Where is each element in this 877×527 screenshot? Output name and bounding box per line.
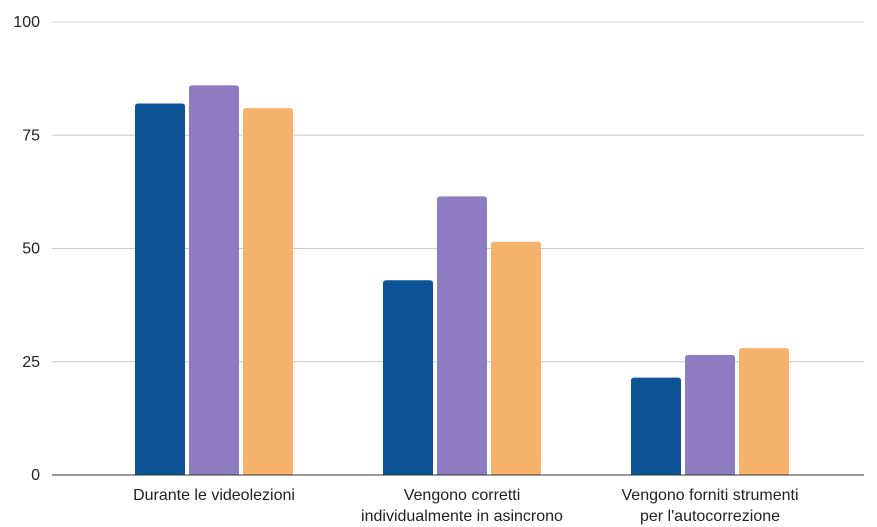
x-category-label: Vengono forniti strumenti per l'autocorre… bbox=[622, 487, 799, 525]
x-axis-labels: Durante le videolezioni Vengono corretti i… bbox=[133, 487, 798, 525]
x-category-label-line: Vengono corretti bbox=[404, 487, 521, 504]
bar-2-series-1 bbox=[383, 280, 433, 475]
bar-3-series-1 bbox=[631, 377, 681, 475]
bars bbox=[135, 85, 789, 476]
y-axis-ticks: 0 25 50 75 100 bbox=[13, 14, 40, 484]
x-category-label-line: individualmente in asincrono bbox=[361, 508, 563, 525]
bar-3-series-3 bbox=[739, 348, 789, 475]
y-tick-label: 100 bbox=[13, 14, 40, 31]
y-tick-label: 75 bbox=[22, 127, 40, 144]
x-category-label-line: Durante le videolezioni bbox=[133, 487, 295, 504]
bar-2-series-2 bbox=[437, 196, 487, 475]
x-category-label: Durante le videolezioni bbox=[133, 487, 295, 504]
bar-1-series-1 bbox=[135, 103, 185, 475]
y-tick-label: 0 bbox=[31, 467, 40, 484]
bar-1-series-3 bbox=[243, 108, 293, 475]
y-tick-label: 50 bbox=[22, 241, 40, 258]
bar-3-series-2 bbox=[685, 354, 735, 475]
x-category-label: Vengono corretti individualmente in asinc… bbox=[361, 487, 563, 525]
bar-2-series-3 bbox=[491, 241, 541, 475]
x-category-label-line: Vengono forniti strumenti bbox=[622, 487, 799, 504]
y-tick-label: 25 bbox=[22, 354, 40, 371]
x-category-label-line: per l'autocorrezione bbox=[640, 508, 780, 525]
bar-1-series-2 bbox=[189, 85, 239, 476]
